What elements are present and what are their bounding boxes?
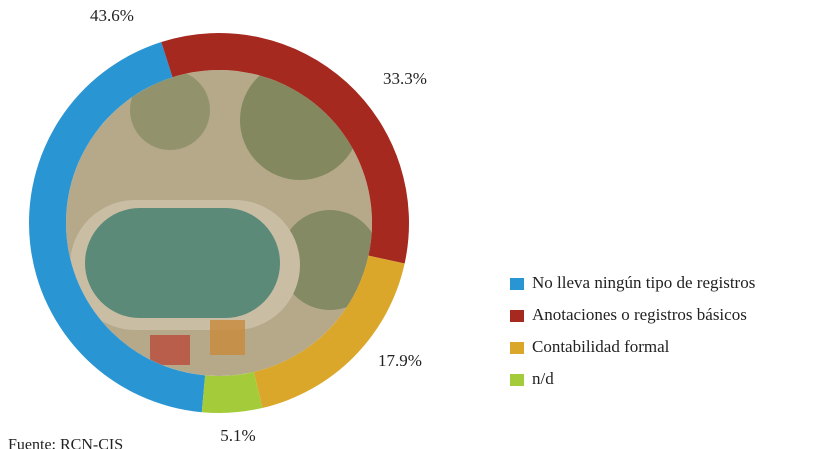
donut-segment bbox=[253, 255, 405, 408]
data-label: 17.9% bbox=[378, 351, 422, 370]
donut-segment bbox=[201, 371, 263, 414]
legend-label: No lleva ningún tipo de registros bbox=[532, 273, 755, 292]
donut-segment bbox=[28, 41, 206, 413]
legend-swatch bbox=[510, 374, 524, 386]
data-label: 43.6% bbox=[90, 6, 134, 25]
legend-swatch bbox=[510, 310, 524, 322]
data-label: 33.3% bbox=[383, 69, 427, 88]
data-label: 5.1% bbox=[220, 426, 255, 445]
legend-label: n/d bbox=[532, 369, 554, 388]
legend-label: Contabilidad formal bbox=[532, 337, 670, 356]
source-note: Fuente: RCN-CIS bbox=[8, 437, 123, 449]
legend-swatch bbox=[510, 278, 524, 290]
center-photo bbox=[66, 70, 372, 376]
legend-label: Anotaciones o registros básicos bbox=[532, 305, 747, 324]
donut-segment bbox=[161, 32, 410, 264]
legend-swatch bbox=[510, 342, 524, 354]
